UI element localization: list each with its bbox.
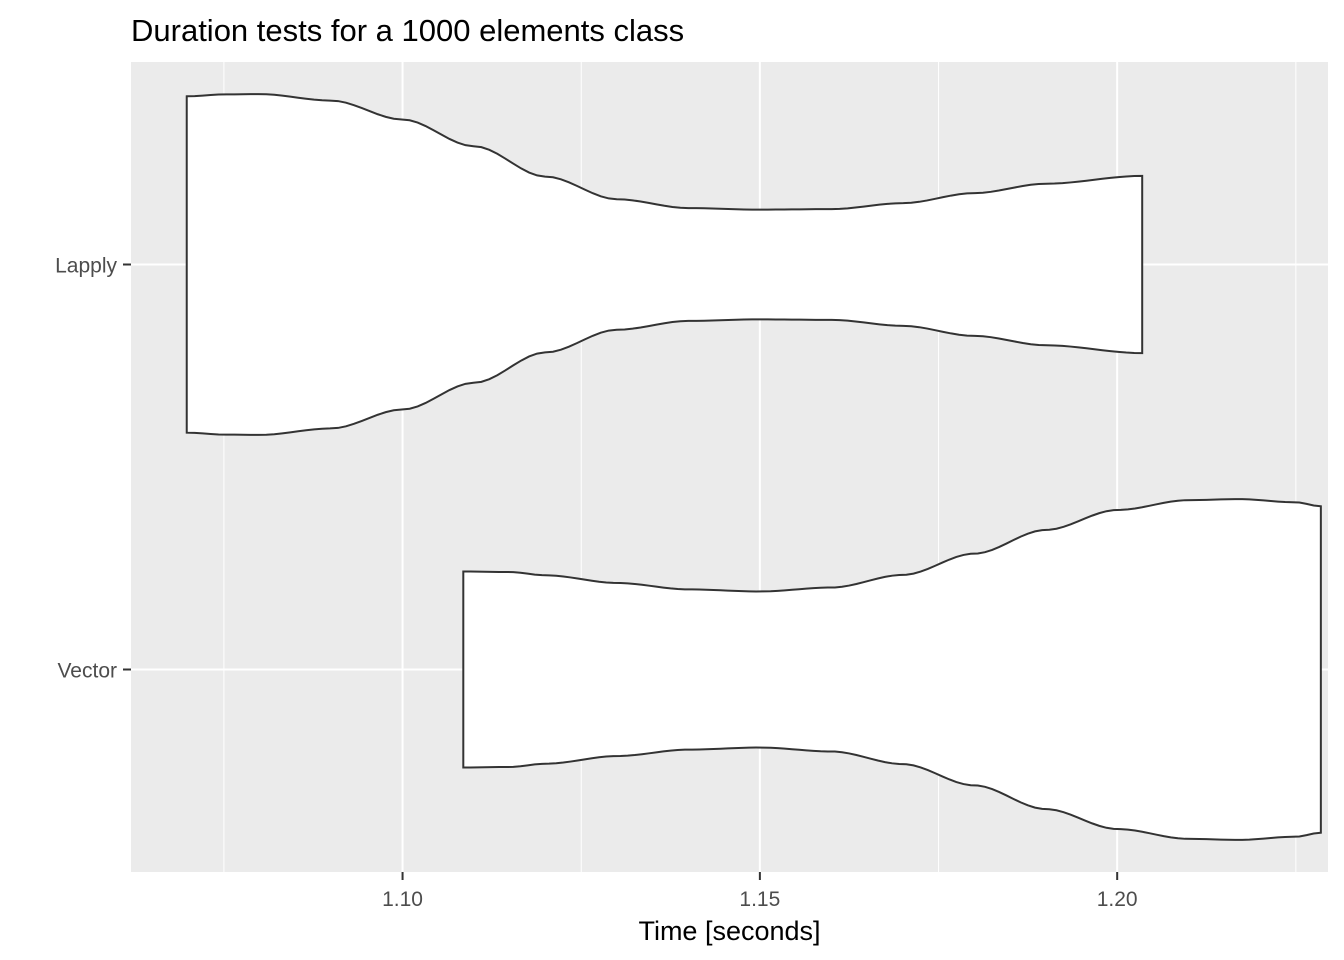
violins-layer — [185, 93, 1322, 841]
violin-vector — [462, 498, 1322, 841]
y-tick-label-lapply: Lapply — [55, 255, 117, 278]
chart-title: Duration tests for a 1000 elements class — [131, 13, 684, 48]
x-axis-title: Time [seconds] — [638, 916, 820, 946]
x-tick-label-0: 1.10 — [382, 888, 423, 911]
x-axis: 1.10 1.15 1.20 — [382, 872, 1138, 911]
y-axis: Lapply Vector — [55, 255, 131, 683]
violin-lapply — [185, 93, 1144, 436]
x-tick-label-2: 1.20 — [1097, 888, 1138, 911]
x-tick-label-1: 1.15 — [739, 888, 780, 911]
y-tick-label-vector: Vector — [57, 660, 117, 683]
